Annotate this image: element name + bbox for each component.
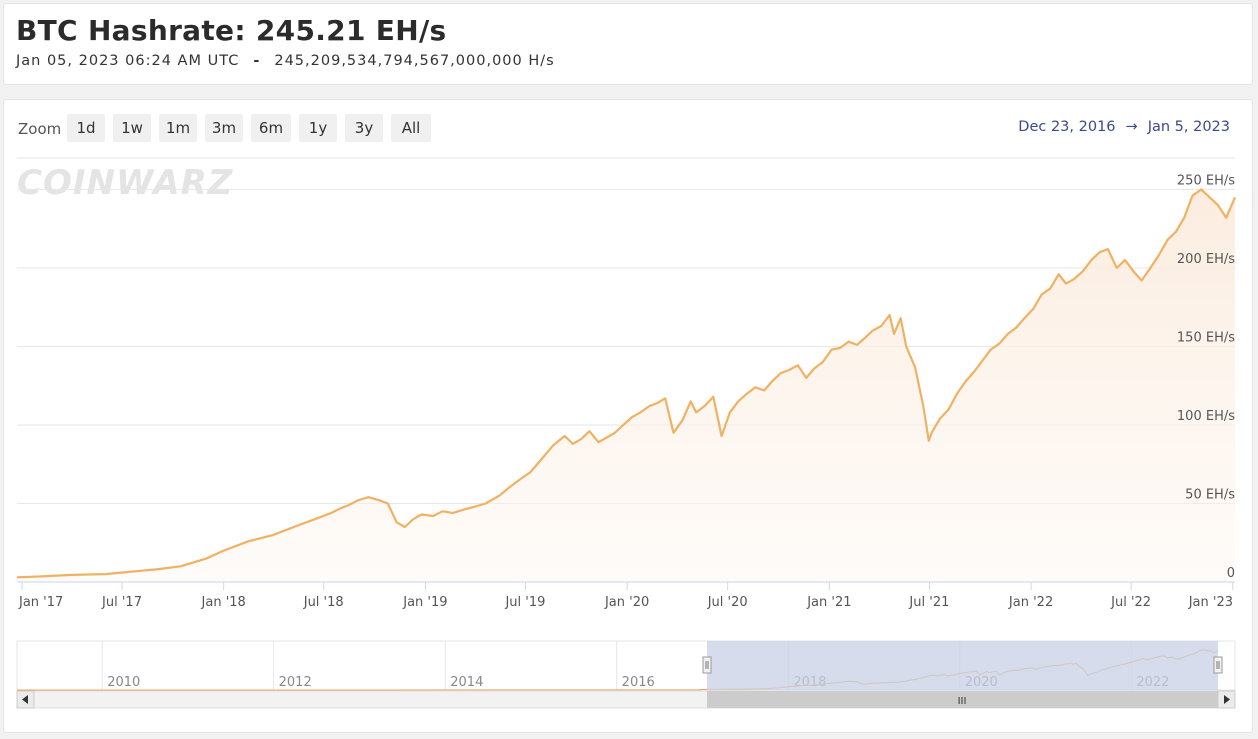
scrollbar-thumb[interactable] [707,691,1218,708]
navigator-right-handle[interactable] [1213,656,1223,674]
coinwarz-watermark: COINWARZ [17,163,234,203]
y-tick-label: 200 EH/s [1177,252,1235,267]
navigator-year-label: 2016 [622,675,655,690]
arrow-left-icon [22,695,28,704]
range-to[interactable]: Jan 5, 2023 [1147,119,1230,135]
zoom-1w-button[interactable]: 1w [113,114,151,142]
hashrate-line [16,188,1237,579]
navigator-year-label: 2012 [279,675,312,690]
hashrate-area [17,189,1235,582]
y-tick-label: 150 EH/s [1177,330,1235,345]
separator-dash: - [253,53,261,69]
y-tick-label: 0 [1227,566,1235,581]
x-tick-label: Jan '19 [402,595,447,610]
x-tick-label: Jul '20 [707,595,748,610]
navigator-year-label: 2010 [107,675,140,690]
scrollbar-right-arrow[interactable] [1217,690,1236,709]
range-from[interactable]: Dec 23, 2016 [1018,119,1116,135]
zoom-1d-button[interactable]: 1d [67,114,105,142]
x-tick-label: Jan '17 [18,595,63,610]
zoom-all-button[interactable]: All [391,114,431,142]
y-tick-label: 250 EH/s [1177,173,1235,188]
zoom-1m-button[interactable]: 1m [159,114,197,142]
x-tick-label: Jan '18 [201,595,246,610]
arrow-right-icon [1224,695,1230,704]
zoom-3y-button[interactable]: 3y [345,114,383,142]
navigator-left-handle[interactable] [702,656,712,674]
raw-hashrate: 245,209,534,794,567,000,000 H/s [274,53,555,69]
zoom-3m-button[interactable]: 3m [205,114,243,142]
page-title: BTC Hashrate: 245.21 EH/s [16,14,447,47]
y-tick-label: 50 EH/s [1185,487,1235,502]
x-tick-label: Jan '21 [806,595,851,610]
x-tick-label: Jul '19 [504,595,545,610]
x-tick-label: Jan '22 [1008,595,1053,610]
zoom-1y-button[interactable]: 1y [299,114,337,142]
navigator-year-label: 2014 [450,675,483,690]
x-tick-label: Jul '22 [1110,595,1151,610]
scrollbar-left-arrow[interactable] [16,690,35,709]
timestamp: Jan 05, 2023 06:24 AM UTC [16,53,240,69]
x-tick-label: Jul '17 [101,595,142,610]
zoom-6m-button[interactable]: 6m [251,114,291,142]
x-tick-label: Jul '18 [303,595,344,610]
navigator-selection[interactable] [707,641,1218,690]
scrollbar-grip[interactable]: III [958,696,967,707]
y-tick-label: 100 EH/s [1177,409,1235,424]
header-card: BTC Hashrate: 245.21 EH/s Jan 05, 2023 0… [3,3,1253,85]
x-tick-label: Jan '23 [1188,595,1233,610]
range-arrow: → [1125,119,1138,135]
x-tick-label: Jul '21 [908,595,949,610]
zoom-label: Zoom [18,120,62,138]
hashrate-subline: Jan 05, 2023 06:24 AM UTC - 245,209,534,… [16,53,555,69]
x-tick-label: Jan '20 [604,595,649,610]
date-range: Dec 23, 2016 → Jan 5, 2023 [1018,119,1230,135]
